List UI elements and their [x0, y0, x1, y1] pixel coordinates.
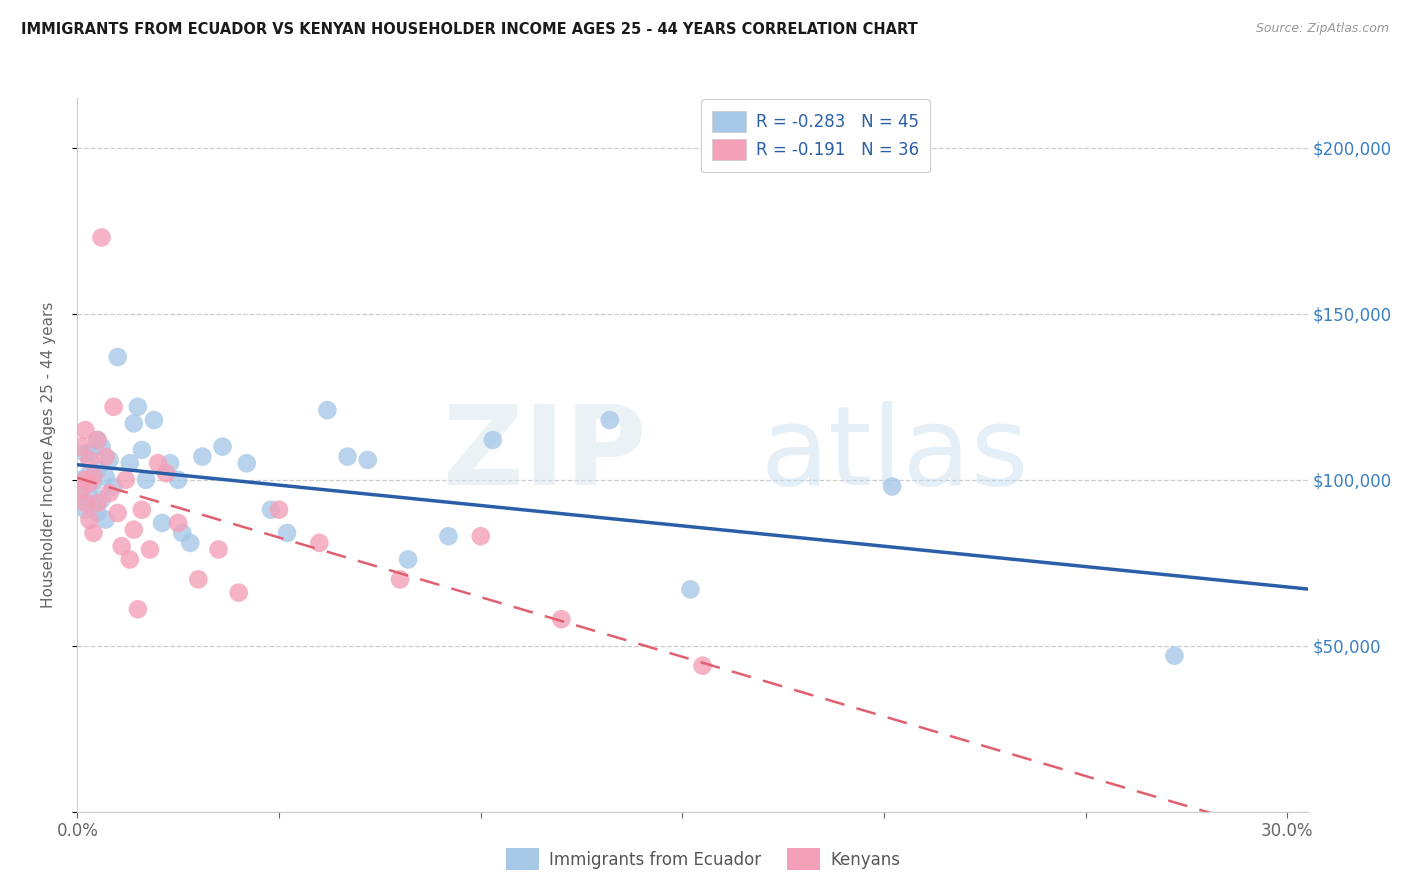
Y-axis label: Householder Income Ages 25 - 44 years: Householder Income Ages 25 - 44 years [42, 301, 56, 608]
Point [882, 479, 904, 493]
Point [599, 413, 621, 427]
Point [155, 466, 177, 480]
Point [70, 490, 93, 504]
Text: atlas: atlas [761, 401, 1029, 508]
Point [98, 486, 121, 500]
Point [692, 658, 714, 673]
Point [276, 525, 298, 540]
Point [82, 469, 104, 483]
Point [127, 400, 149, 414]
Point [79, 476, 101, 491]
Point [143, 413, 166, 427]
Point [98, 453, 121, 467]
Point [111, 539, 134, 553]
Point [70, 440, 93, 454]
Point [86, 496, 108, 510]
Point [118, 456, 141, 470]
Point [437, 529, 460, 543]
Point [172, 525, 194, 540]
Point [103, 400, 125, 414]
Point [357, 453, 380, 467]
Point [82, 476, 104, 491]
Point [75, 423, 97, 437]
Point [75, 473, 97, 487]
Point [470, 529, 492, 543]
Point [75, 446, 97, 460]
Point [135, 473, 157, 487]
Point [207, 542, 229, 557]
Point [131, 502, 153, 516]
Point [79, 490, 101, 504]
Point [167, 516, 190, 530]
Point [316, 403, 339, 417]
Point [79, 453, 101, 467]
Point [79, 446, 101, 460]
Point [75, 496, 97, 510]
Point [1163, 648, 1185, 663]
Point [211, 440, 233, 454]
Point [260, 502, 283, 516]
Point [550, 612, 572, 626]
Point [235, 456, 257, 470]
Point [481, 433, 503, 447]
Point [159, 456, 181, 470]
Point [167, 473, 190, 487]
Point [103, 479, 125, 493]
Point [228, 585, 250, 599]
Point [94, 513, 117, 527]
Point [70, 473, 93, 487]
Point [122, 523, 145, 537]
Text: Source: ZipAtlas.com: Source: ZipAtlas.com [1256, 22, 1389, 36]
Point [94, 450, 117, 464]
Legend: Immigrants from Ecuador, Kenyans: Immigrants from Ecuador, Kenyans [499, 842, 907, 877]
Point [79, 466, 101, 480]
Point [90, 492, 112, 507]
Point [389, 573, 412, 587]
Point [94, 469, 117, 483]
Point [86, 433, 108, 447]
Point [107, 350, 129, 364]
Point [146, 456, 169, 470]
Point [131, 442, 153, 457]
Point [179, 536, 201, 550]
Point [267, 502, 290, 516]
Point [114, 473, 136, 487]
Legend: R = -0.283   N = 45, R = -0.191   N = 36: R = -0.283 N = 45, R = -0.191 N = 36 [700, 99, 931, 172]
Point [139, 542, 162, 557]
Point [90, 440, 112, 454]
Point [79, 513, 101, 527]
Point [70, 483, 93, 497]
Point [191, 450, 214, 464]
Point [336, 450, 359, 464]
Point [308, 536, 330, 550]
Point [118, 552, 141, 566]
Point [86, 433, 108, 447]
Point [122, 417, 145, 431]
Point [679, 582, 702, 597]
Point [82, 500, 104, 514]
Point [150, 516, 173, 530]
Point [187, 573, 209, 587]
Text: IMMIGRANTS FROM ECUADOR VS KENYAN HOUSEHOLDER INCOME AGES 25 - 44 YEARS CORRELAT: IMMIGRANTS FROM ECUADOR VS KENYAN HOUSEH… [21, 22, 918, 37]
Point [90, 230, 112, 244]
Point [75, 502, 97, 516]
Point [396, 552, 419, 566]
Text: ZIP: ZIP [443, 401, 647, 508]
Point [86, 506, 108, 520]
Point [86, 463, 108, 477]
Point [127, 602, 149, 616]
Point [82, 525, 104, 540]
Point [107, 506, 129, 520]
